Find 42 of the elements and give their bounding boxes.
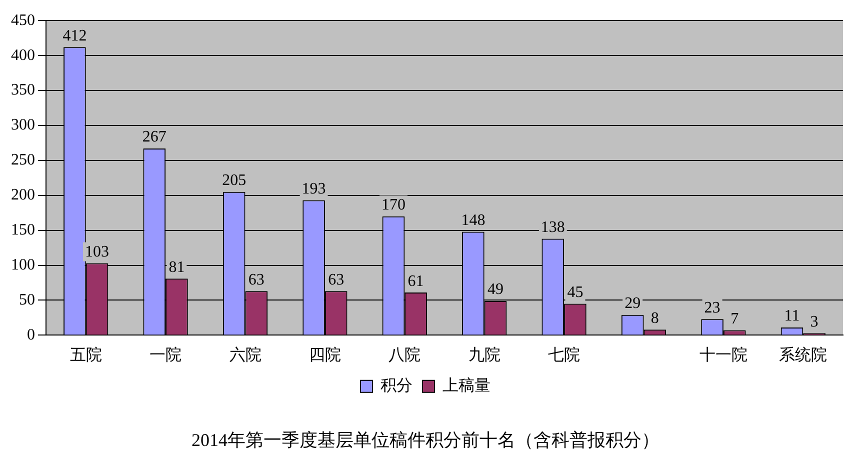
data-label: 267 [142,128,166,146]
data-label: 170 [381,196,406,214]
data-label: 193 [302,180,326,198]
data-label: 45 [567,284,584,301]
x-tick-label: 系统院 [779,346,828,364]
x-tick-label: 一院 [150,346,182,364]
data-label: 23 [704,299,720,316]
data-label: 49 [488,281,504,298]
data-label: 205 [222,172,246,190]
data-label: 412 [62,27,87,44]
data-label: 103 [85,243,110,260]
x-tick-label: 五院 [70,346,102,364]
x-tick-label: 九院 [468,346,500,364]
x-tick-label: 八院 [388,346,421,364]
data-label: 29 [624,295,641,312]
y-tick-label: 400 [11,46,35,64]
data-label: 3 [810,313,818,330]
data-label: 138 [540,218,565,236]
y-tick-label: 150 [11,222,35,239]
data-label: 11 [784,308,800,325]
legend-label: 上稿量 [442,376,490,395]
data-label: 63 [328,271,344,288]
y-tick-label: 300 [11,116,35,134]
y-tick-label: 350 [11,82,35,99]
legend-label: 积分 [380,378,412,395]
x-tick-label: 七院 [548,346,580,364]
y-tick-label: 450 [11,12,35,29]
data-label: 81 [168,258,185,276]
y-tick-label: 50 [19,291,35,308]
data-label: 63 [248,271,264,288]
x-tick-label: 十一院 [699,346,748,364]
data-label: 8 [650,310,659,327]
text: 2014年第一季度基层单位稿件积分前十名（含科普报积分） [192,430,660,450]
data-label: 61 [408,272,424,290]
y-tick-label: 0 [27,326,35,344]
y-tick-label: 250 [11,152,35,169]
x-tick-label: 四院 [308,346,341,364]
y-tick-label: 200 [11,186,35,204]
data-label: 148 [461,212,486,229]
y-tick-label: 100 [11,256,35,274]
data-label: 7 [730,310,739,328]
x-tick-label: 六院 [229,346,262,364]
